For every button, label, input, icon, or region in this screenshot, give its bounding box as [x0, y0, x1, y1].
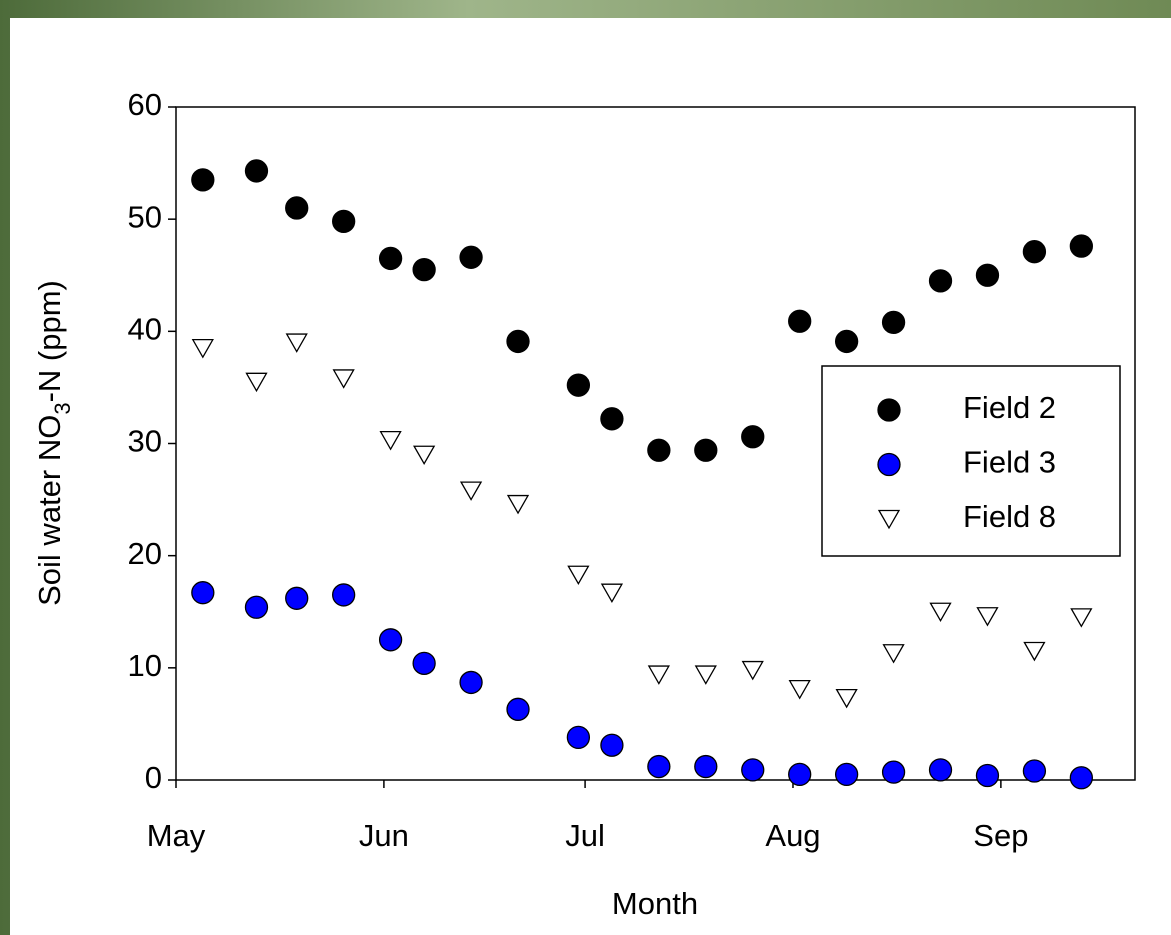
marker: [741, 425, 765, 449]
marker: [694, 665, 717, 685]
marker: [1022, 759, 1047, 783]
marker: [929, 602, 952, 623]
y-tick-label: 0: [145, 760, 162, 795]
marker: [694, 754, 718, 779]
marker: [191, 339, 214, 359]
marker: [1069, 766, 1093, 790]
legend-label: Field 3: [963, 445, 1056, 480]
y-axis-label: Soil water NO3-N (ppm): [32, 280, 75, 606]
marker: [506, 329, 530, 354]
marker: [1070, 608, 1093, 628]
marker: [245, 372, 268, 393]
x-tick-label: May: [147, 818, 206, 853]
y-axis-label-part: 3: [50, 402, 75, 414]
marker: [600, 733, 624, 757]
x-tick-label: Aug: [765, 818, 820, 853]
marker: [1069, 234, 1093, 258]
marker: [459, 245, 483, 269]
y-tick-label: 40: [128, 312, 162, 347]
y-tick-label: 60: [128, 87, 162, 122]
marker: [835, 688, 858, 709]
marker: [647, 754, 671, 779]
marker: [600, 583, 624, 603]
marker: [881, 310, 906, 335]
y-tick-label: 10: [128, 648, 162, 683]
marker: [834, 329, 859, 354]
marker: [332, 209, 356, 234]
marker: [928, 758, 953, 782]
marker: [413, 445, 436, 466]
marker: [788, 309, 812, 333]
marker: [881, 760, 906, 784]
marker: [788, 762, 812, 787]
marker: [379, 430, 402, 451]
y-tick-label: 50: [128, 199, 162, 234]
marker: [191, 581, 215, 605]
marker: [1023, 641, 1046, 662]
marker: [378, 628, 403, 652]
marker: [600, 407, 624, 431]
marker: [566, 725, 591, 750]
legend-marker: [877, 398, 901, 422]
marker: [332, 583, 356, 607]
marker: [694, 438, 718, 462]
marker: [285, 333, 308, 353]
marker: [332, 369, 355, 389]
marker: [566, 373, 591, 397]
marker: [567, 565, 590, 586]
marker: [191, 168, 215, 192]
legend-marker: [877, 452, 901, 477]
legend-label: Field 2: [963, 390, 1056, 425]
marker: [506, 697, 530, 721]
marker: [244, 159, 269, 183]
legend-label: Field 8: [963, 499, 1056, 534]
marker: [412, 257, 436, 282]
marker: [976, 607, 999, 627]
marker: [244, 595, 269, 619]
marker: [882, 644, 905, 664]
legend-box: [821, 365, 1121, 557]
marker: [741, 758, 765, 782]
marker: [741, 660, 764, 681]
marker: [285, 196, 309, 220]
y-tick-label: 30: [128, 424, 162, 459]
x-tick-label: Jun: [359, 818, 409, 853]
marker: [788, 679, 811, 700]
marker: [647, 438, 671, 462]
marker: [412, 651, 436, 675]
x-axis-label: Month: [612, 886, 698, 921]
legend-marker: [877, 509, 901, 530]
x-tick-label: Sep: [973, 818, 1028, 853]
x-tick-label: Jul: [565, 818, 605, 853]
marker: [975, 263, 1000, 287]
marker: [285, 586, 309, 610]
marker: [378, 246, 403, 271]
y-tick-label: 20: [128, 536, 162, 571]
marker: [928, 269, 953, 293]
marker: [834, 762, 859, 787]
marker: [975, 763, 1000, 788]
y-axis-label-part: -N (ppm): [32, 280, 67, 402]
y-axis-label-part: Soil water NO: [32, 415, 67, 606]
marker: [506, 494, 530, 515]
marker: [1022, 240, 1047, 264]
marker: [647, 665, 670, 685]
marker: [459, 481, 483, 501]
marker: [459, 670, 483, 695]
